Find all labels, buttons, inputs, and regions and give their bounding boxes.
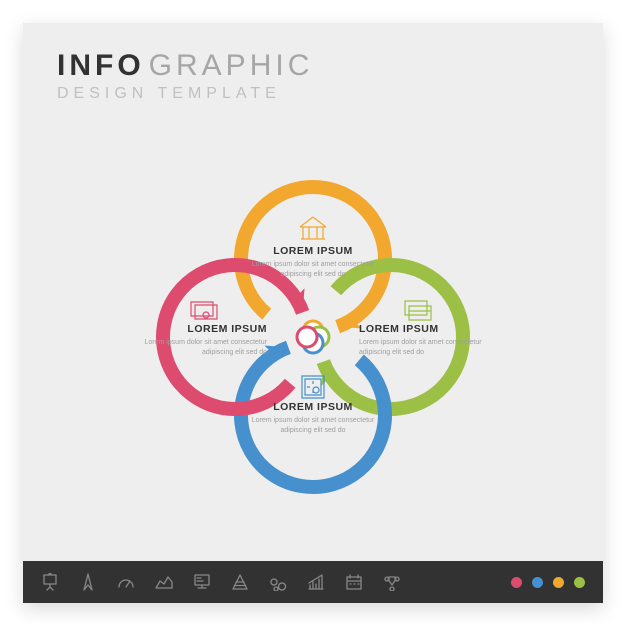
compass-icon: [79, 573, 97, 591]
legend-dot: [553, 577, 564, 588]
legend-dot: [532, 577, 543, 588]
legend-dot: [574, 577, 585, 588]
ring-label-bottom: LOREM IPSUM: [243, 401, 383, 413]
footer-bar: [23, 561, 603, 603]
bank-icon: [300, 217, 326, 239]
ring-body-top: Lorem ipsum dolor sit amet consectetur a…: [243, 260, 383, 280]
ring-body-bottom: Lorem ipsum dolor sit amet consectetur a…: [243, 416, 383, 436]
title-light: GRAPHIC: [149, 49, 314, 83]
ring-label-right: LOREM IPSUM: [359, 323, 499, 335]
area-chart-icon: [155, 573, 173, 591]
title: INFOGRAPHIC: [57, 49, 569, 83]
ring-text-left: LOREM IPSUM Lorem ipsum dolor sit amet co…: [127, 323, 267, 358]
pyramid-icon: [231, 573, 249, 591]
ring-text-bottom: LOREM IPSUM Lorem ipsum dolor sit amet co…: [243, 401, 383, 436]
node-dot-left: [297, 327, 317, 347]
cards-icon: [405, 301, 431, 320]
subtitle: DESIGN TEMPLATE: [57, 85, 569, 103]
ring-body-right: Lorem ipsum dolor sit amet consectetur a…: [359, 338, 499, 358]
legend-dot: [511, 577, 522, 588]
ring-label-top: LOREM IPSUM: [243, 245, 383, 257]
nodes-icon: [383, 573, 401, 591]
header: INFOGRAPHIC DESIGN TEMPLATE: [23, 23, 603, 103]
footer-dots: [511, 577, 585, 588]
board-icon: [193, 573, 211, 591]
ring-text-top: LOREM IPSUM Lorem ipsum dolor sit amet co…: [243, 245, 383, 280]
title-bold: INFO: [57, 49, 145, 83]
ring-label-left: LOREM IPSUM: [127, 323, 267, 335]
bar-growth-icon: [307, 573, 325, 591]
infographic-card: INFOGRAPHIC DESIGN TEMPLATE LOREM IPSUML…: [23, 23, 603, 603]
ring-body-left: Lorem ipsum dolor sit amet consectetur a…: [127, 338, 267, 358]
calendar-icon: [345, 573, 363, 591]
cycle-diagram: LOREM IPSUM Lorem ipsum dolor sit amet co…: [93, 117, 533, 557]
footer-icon-row: [41, 573, 491, 591]
bubbles-icon: [269, 573, 287, 591]
gauge-icon: [117, 573, 135, 591]
money-icon: [191, 302, 217, 319]
presenter-icon: [41, 573, 59, 591]
safe-icon: [302, 376, 324, 398]
ring-text-right: LOREM IPSUM Lorem ipsum dolor sit amet co…: [359, 323, 499, 358]
